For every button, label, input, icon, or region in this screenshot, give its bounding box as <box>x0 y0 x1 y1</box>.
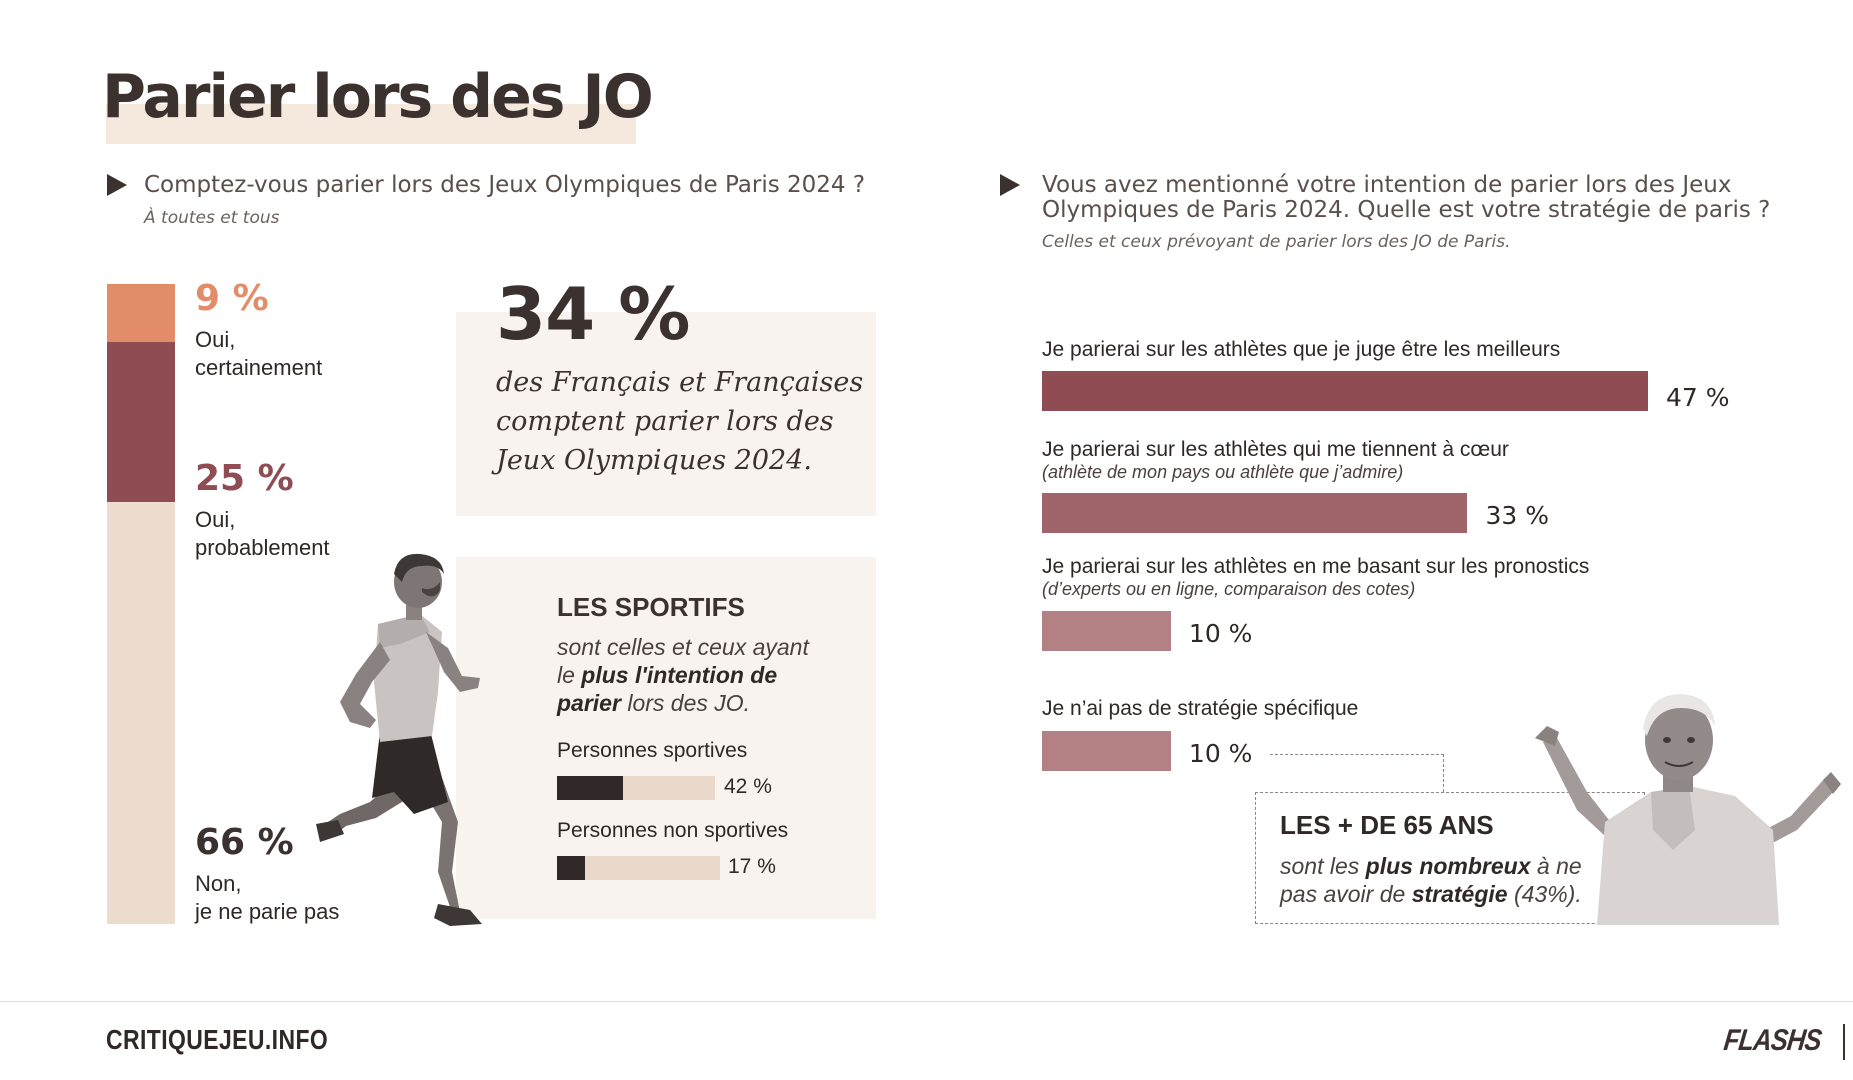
sportifs-desc-emphasis: plus l'intention de <box>581 662 778 688</box>
bar-category-label: Je n’ai pas de stratégie spécifique <box>1042 697 1359 720</box>
callout-connector-v <box>1443 754 1444 792</box>
bar-category-sublabel: (athlète de mon pays ou athlète que j’ad… <box>1042 462 1404 482</box>
sportifs-desc-prefix: le <box>557 662 582 688</box>
title-highlight <box>106 104 636 144</box>
right-audience: Celles et ceux prévoyant de parier lors … <box>1042 232 1511 252</box>
callout-connector-h <box>1270 754 1444 755</box>
bar <box>1042 493 1468 533</box>
mini-bar-track-non-sportives <box>557 856 720 880</box>
stack-category-label: Oui, certainement <box>195 326 322 382</box>
bar-category-label: Je parierai sur les athlètes que je juge… <box>1042 338 1561 361</box>
stack-category-line: Non, <box>195 871 242 896</box>
seniors-text-emphasis-2: stratégie <box>1411 881 1508 907</box>
bar <box>1042 731 1171 771</box>
bar-value-label: 10 % <box>1188 739 1253 768</box>
footer-logo-divider <box>1843 1024 1845 1060</box>
right-question-line-2: Olympiques de Paris 2024. Quelle est vot… <box>1042 197 1771 223</box>
right-question-line-1: Vous avez mentionné votre intention de p… <box>1042 172 1732 198</box>
highlight-line-3: Jeux Olympiques 2024. <box>496 445 812 476</box>
footer-logo: FLASHS <box>1722 1024 1823 1057</box>
sportifs-description: sont celles et ceux ayant le plus l'inte… <box>557 633 857 717</box>
footer-divider <box>0 1001 1853 1002</box>
sportifs-desc-line-2: le plus l'intention de <box>557 661 857 689</box>
runner-illustration <box>316 553 482 926</box>
stack-category-label: Oui, probablement <box>195 506 330 562</box>
seniors-text-emphasis: plus nombreux <box>1365 853 1531 879</box>
stack-segment <box>107 284 175 342</box>
left-audience: À toutes et tous <box>144 208 280 228</box>
stack-category-line: certainement <box>195 355 323 380</box>
footer-brand: CRITIQUEJEU.INFO <box>106 1024 329 1055</box>
stack-category-label: Non, je ne parie pas <box>195 870 339 926</box>
seniors-text-f: (43%). <box>1507 881 1582 907</box>
stack-category-line: je ne parie pas <box>195 899 340 924</box>
stack-value-label: 9 % <box>195 278 269 319</box>
highlight-line-1: des Français et Françaises <box>496 367 864 398</box>
play-triangle-icon <box>1000 174 1020 196</box>
stack-segment <box>107 341 175 502</box>
seniors-callout <box>1255 792 1645 924</box>
stack-category-line: Oui, <box>195 327 236 352</box>
sportifs-desc-emphasis-2: parier <box>557 690 621 716</box>
highlight-card <box>456 312 876 516</box>
seniors-title: LES + DE 65 ANS <box>1280 810 1494 840</box>
sportifs-title: LES SPORTIFS <box>557 592 745 622</box>
left-question: Comptez-vous parier lors des Jeux Olympi… <box>144 172 866 198</box>
sportifs-desc-line-1: sont celles et ceux ayant <box>557 634 809 660</box>
seniors-text-line-2: pas avoir de stratégie (43%). <box>1280 880 1610 908</box>
bar-category-sublabel: (d’experts ou en ligne, comparaison des … <box>1042 579 1416 599</box>
sportifs-desc-suffix: lors des JO. <box>620 690 751 716</box>
bar <box>1042 611 1171 651</box>
sportifs-desc-line-3: parier lors des JO. <box>557 689 857 717</box>
stack-category-line: Oui, <box>195 507 236 532</box>
mini-bar-label-sportives: Personnes sportives <box>557 739 748 762</box>
stack-segment <box>107 501 175 924</box>
mini-bar-fill-sportives <box>557 776 624 800</box>
mini-bar-value-sportives: 42 % <box>724 775 772 798</box>
play-triangle-icon <box>107 174 127 196</box>
highlight-line-2: comptent parier lors des <box>496 406 834 437</box>
senior-man-illustration <box>1535 694 1841 925</box>
seniors-text-d: pas avoir de <box>1280 881 1412 907</box>
highlight-value: 34 % <box>496 272 690 356</box>
mini-bar-fill-non-sportives <box>557 856 585 880</box>
bar-value-label: 47 % <box>1666 383 1730 412</box>
right-question: Vous avez mentionné votre intention de p… <box>1042 173 1770 223</box>
mini-bar-track-sportives <box>557 776 715 800</box>
stack-value-label: 25 % <box>195 458 294 499</box>
bar <box>1042 371 1648 411</box>
bar-category-label: Je parierai sur les athlètes en me basan… <box>1042 555 1590 578</box>
mini-bar-value-non-sportives: 17 % <box>728 855 776 878</box>
seniors-text-a: sont les <box>1280 853 1366 879</box>
seniors-text-c: à ne <box>1530 853 1582 879</box>
bar-category-label: Je parierai sur les athlètes qui me tien… <box>1042 438 1509 461</box>
bar-value-label: 33 % <box>1485 501 1549 530</box>
page-title: Parier lors des JO <box>102 62 654 132</box>
seniors-text: sont les plus nombreux à ne pas avoir de… <box>1280 852 1610 908</box>
mini-bar-label-non-sportives: Personnes non sportives <box>557 819 789 842</box>
stack-value-label: 66 % <box>195 822 294 863</box>
seniors-text-line-1: sont les plus nombreux à ne <box>1280 852 1610 880</box>
bar-value-label: 10 % <box>1188 619 1253 648</box>
highlight-text: des Français et Françaises comptent pari… <box>496 363 866 480</box>
stack-category-line: probablement <box>195 535 330 560</box>
